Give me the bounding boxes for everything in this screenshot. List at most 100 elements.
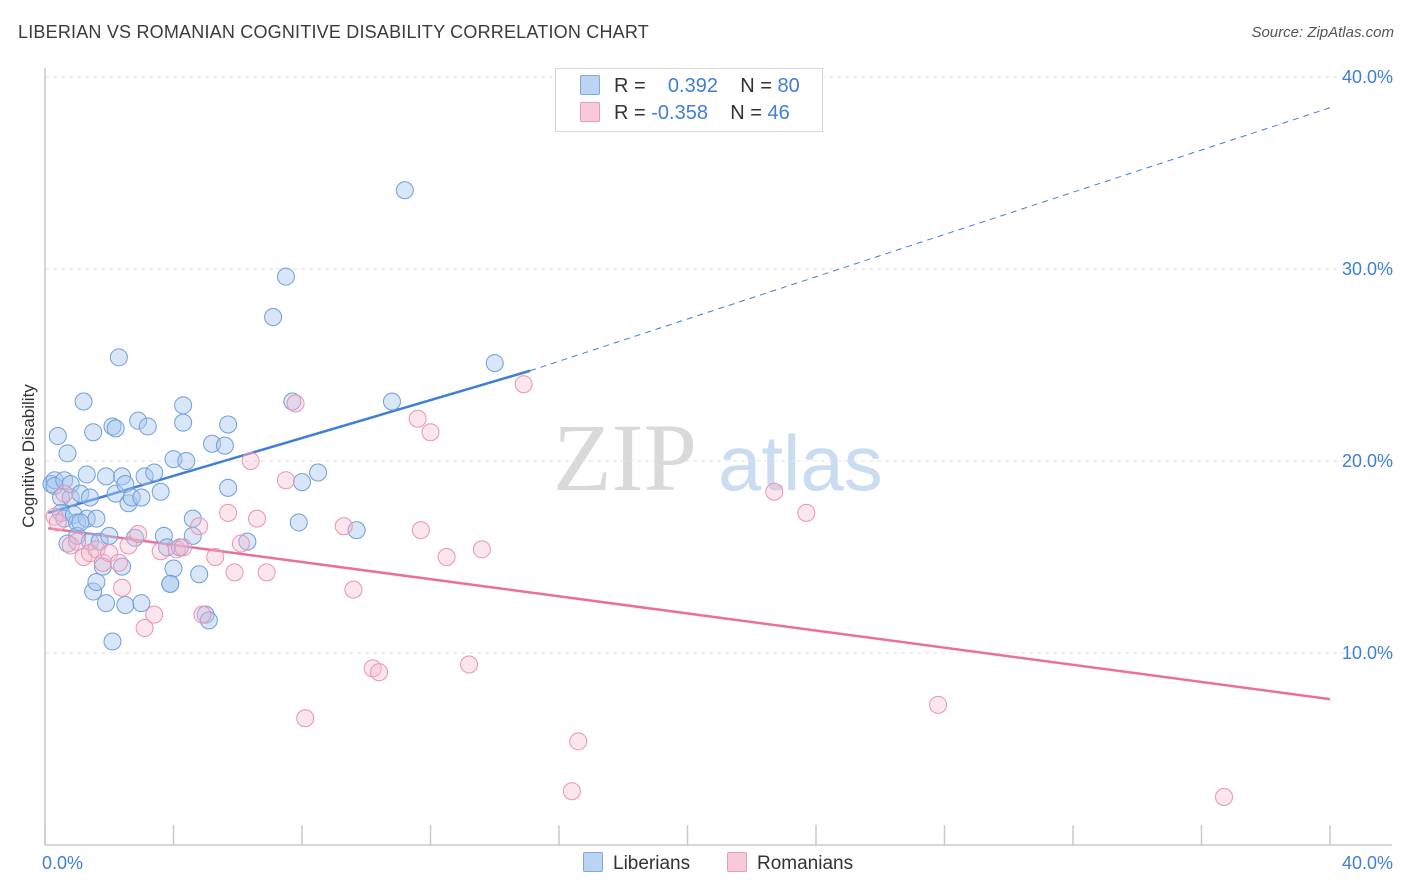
romanian-point [193,605,212,624]
liberian-point [106,419,125,438]
romanian-point [460,655,479,674]
liberian-point [161,574,180,593]
legend-n-label: N = [730,102,762,124]
romanian-point [514,375,533,394]
liberian-point [219,478,238,497]
romanian-point [437,548,456,566]
y-axis-title: Cognitive Disability [19,384,38,528]
liberian-point [215,436,234,455]
liberian-point [97,467,116,486]
liberian-point [129,411,148,430]
axes [44,68,1392,846]
romanian-point [569,732,588,751]
liberian-point [135,467,154,486]
legend-row-liberians: R = 0.392 N = 80 [580,75,800,101]
liberian-point [71,484,90,503]
y-tick-label: 20.0% [1342,451,1393,471]
source-credit: Source: ZipAtlas.com [1251,24,1394,41]
bottom-swatch-blue [583,852,603,872]
liberian-point [84,423,103,442]
legend-swatch-pink [580,102,600,122]
liberian-point [87,572,106,591]
legend-r-value: 0.392 [667,75,718,97]
legend-r-label: R = [614,75,646,97]
romanian-point [929,695,948,714]
liberian-point [77,465,96,484]
romanian-point [472,540,491,559]
romanian-point [231,534,250,553]
romanian-point [421,423,440,442]
liberian-point [103,632,122,651]
liberian-point [97,594,116,613]
romanian-point [334,517,353,536]
romanian-point [113,578,132,597]
legend-r-label: R = [614,102,646,124]
romanian-point [48,513,67,532]
liberian-point [74,392,93,411]
romanian-point [765,482,784,501]
bottom-legend-label: Romanians [757,853,854,874]
romanian-point [286,394,305,413]
liberian-point [132,594,151,613]
liberian-point [48,427,67,446]
romanian-point [93,553,112,572]
romanian-point [129,524,148,543]
liberian-point [219,415,238,434]
liberian-point [151,482,170,501]
liberian-point [154,526,173,545]
y-tick-label: 30.0% [1342,259,1393,279]
romanian-point [411,521,430,540]
romanian-trend-line [48,526,1331,701]
liberian-point [116,596,135,614]
watermark-zip: ZIP [553,404,697,511]
romanian-point [135,619,154,638]
liberian-point [177,452,196,470]
liberian-point [138,417,157,436]
romanian-point [119,536,138,555]
romanian-point [344,580,363,599]
romanian-point [296,709,315,728]
romanian-point [797,503,816,522]
legend-row-romanians: R = -0.358 N = 46 [580,102,790,128]
legend-n-value: 46 [767,102,790,124]
liberian-point [485,354,504,373]
liberian-point [190,565,209,584]
legend-swatch-blue [580,75,600,95]
liberian-point [103,417,122,436]
bottom-swatch-pink [727,852,747,872]
watermark-atlas: atlas [718,419,883,507]
legend-n-label: N = [740,75,772,97]
liberian-point [71,513,90,532]
romanian-point [370,663,389,682]
bottom-legend-liberians: Liberians [583,852,690,875]
romanian-point [248,509,267,528]
liberian-point [382,392,401,411]
data-points [42,181,1233,806]
legend-r-value: -0.358 [651,102,708,124]
romanian-point [45,507,64,526]
stats-legend: R = 0.392 N = 80 R = -0.358 N = 46 [555,68,823,132]
liberian-point [174,396,193,415]
romanian-point [276,471,295,490]
romanian-point [562,782,581,801]
romanian-point [68,532,87,551]
romanian-point [225,563,244,582]
romanian-point [257,563,276,582]
liberian-point [264,308,283,326]
romanian-point [145,605,164,624]
liberian-point [109,348,128,367]
romanian-point [109,553,128,572]
liberian-point [283,392,302,411]
x-tick-label: 0.0% [42,853,83,873]
legend-n-value: 80 [777,75,800,97]
liberian-point [84,582,103,601]
liberian-point [238,532,257,551]
romanian-point [151,542,170,561]
liberian-point [80,488,99,507]
liberian-point [45,476,64,495]
watermark: ZIP atlas [553,404,883,511]
liberian-point [395,181,414,200]
liberian-trend-extension [529,107,1331,372]
romanian-point [219,503,238,522]
